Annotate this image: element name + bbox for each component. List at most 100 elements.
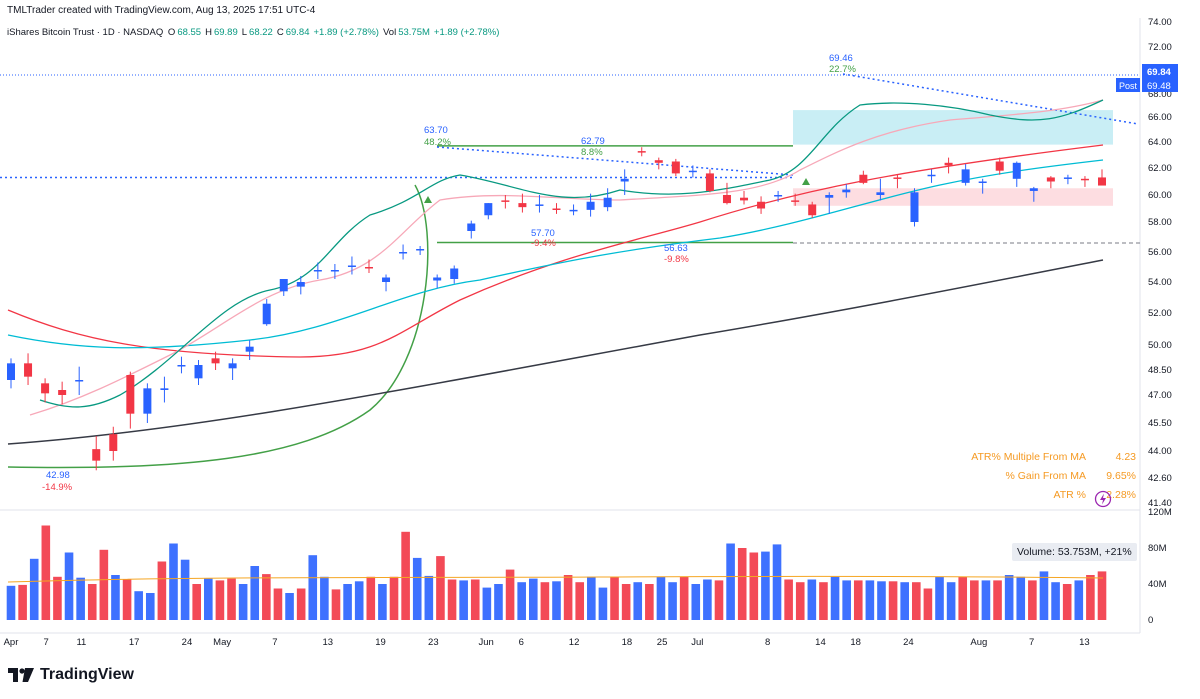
candle-body [24,363,33,377]
candle-body [433,277,442,281]
ema-10-line [39,99,1104,408]
volume-bar [157,561,167,620]
volume-bar [134,591,143,620]
price-axis-label: 54.00 [1148,277,1172,288]
tradingview-logo-icon [8,668,34,682]
candle-body [313,270,322,272]
volume-bar [911,582,921,620]
volume-bar [1086,575,1095,620]
volume-bar [795,582,805,620]
volume-bar [296,588,306,620]
ohlc-item: O 68.55 [168,27,203,38]
volume-bar [1097,571,1107,620]
volume-bar [981,580,991,620]
volume-bar [447,579,457,620]
supply-zone-lower [793,188,1113,206]
candle-body [330,270,339,272]
candle-body [569,209,578,212]
candle-body [859,174,868,183]
tradingview-logo[interactable]: TradingView [8,666,134,684]
volume-bar [1016,576,1026,620]
candle-body [160,388,169,390]
candle-body [382,277,391,282]
atr-percent-value: 2.28% [1106,489,1136,501]
candle-body [825,195,834,198]
volume-bar [308,555,318,620]
candle-body [58,390,67,395]
volume-axis-label: 80M [1148,543,1167,554]
candle-body [603,197,612,208]
volume-bar [459,580,468,620]
price-axis-label: 42.60 [1148,473,1172,484]
candle-body [143,388,152,414]
lightning-icon[interactable] [1094,490,1112,508]
post-price-tag [1142,78,1178,92]
price-axis-label: 60.00 [1148,190,1172,201]
candle-body [586,201,595,210]
candle-body [552,208,561,210]
volume-bar [204,578,213,620]
ohlc-label: O [167,27,176,38]
time-axis-label: Apr [4,637,19,648]
ohlc-item: +1.89 (+2.78%) [313,27,381,38]
brand-name: TradingView [40,666,134,683]
candle-body [450,268,459,279]
ohlc-value: 68.55 [177,27,202,38]
candle-body [399,252,408,254]
time-axis-label: 25 [657,637,668,648]
volume-bar [1004,575,1014,620]
volume-bar [192,584,202,620]
volume-bar [679,576,689,620]
price-axis-label: 41.40 [1148,498,1172,509]
volume-bar [354,581,364,620]
current-price-label: 69.84 [1147,67,1171,78]
gain-from-ma-label: % Gain From MA [1005,470,1086,482]
volume-bar [87,584,97,620]
volume-bar [378,584,387,620]
candle-body [7,363,15,380]
volume-bar [958,576,968,620]
post-tag [1116,78,1140,92]
time-axis-label: 8 [765,637,770,648]
volume-bar [575,582,585,620]
volume-bar [842,580,851,620]
volume-bar [888,581,898,620]
volume-bar [262,574,271,620]
candle-body [194,365,203,379]
volume-bar [29,558,39,620]
time-axis-label: Aug [970,637,987,648]
candle-body [978,181,987,183]
candle-body [75,380,84,382]
volume-bar [122,579,132,620]
volume-bar [645,584,654,620]
volume-bar [703,579,712,620]
volume-axis-label: 120M [1148,507,1172,518]
price-axis-label: 72.00 [1148,42,1172,53]
candle-body [893,177,902,179]
candle-body [211,358,220,364]
volume-bar [691,584,701,620]
volume-bar [494,584,503,620]
symbol-legend: iShares Bitcoin Trust · 1D · NASDAQ O 68.… [7,27,505,38]
time-axis-label: May [213,637,231,648]
volume-bar [1028,580,1037,620]
volume-bar [923,588,933,620]
volume-bar [482,587,492,620]
ohlc-label: H [205,27,212,38]
price-axis-label: 45.50 [1148,418,1172,429]
post-price-label: 69.48 [1147,81,1171,92]
candle-body [688,170,697,173]
volume-bar [215,580,225,620]
volume-bar [505,569,515,620]
volume-bar [819,582,828,620]
volume-bar [331,589,341,620]
time-axis-label: 18 [850,637,861,648]
volume-bar [1062,584,1072,620]
volume-bar [552,581,561,620]
time-axis-label: Jul [691,637,703,648]
candle-body [1012,162,1021,179]
anchored-curve [7,184,429,469]
volume-bar [145,593,155,620]
candle-body [416,249,425,251]
